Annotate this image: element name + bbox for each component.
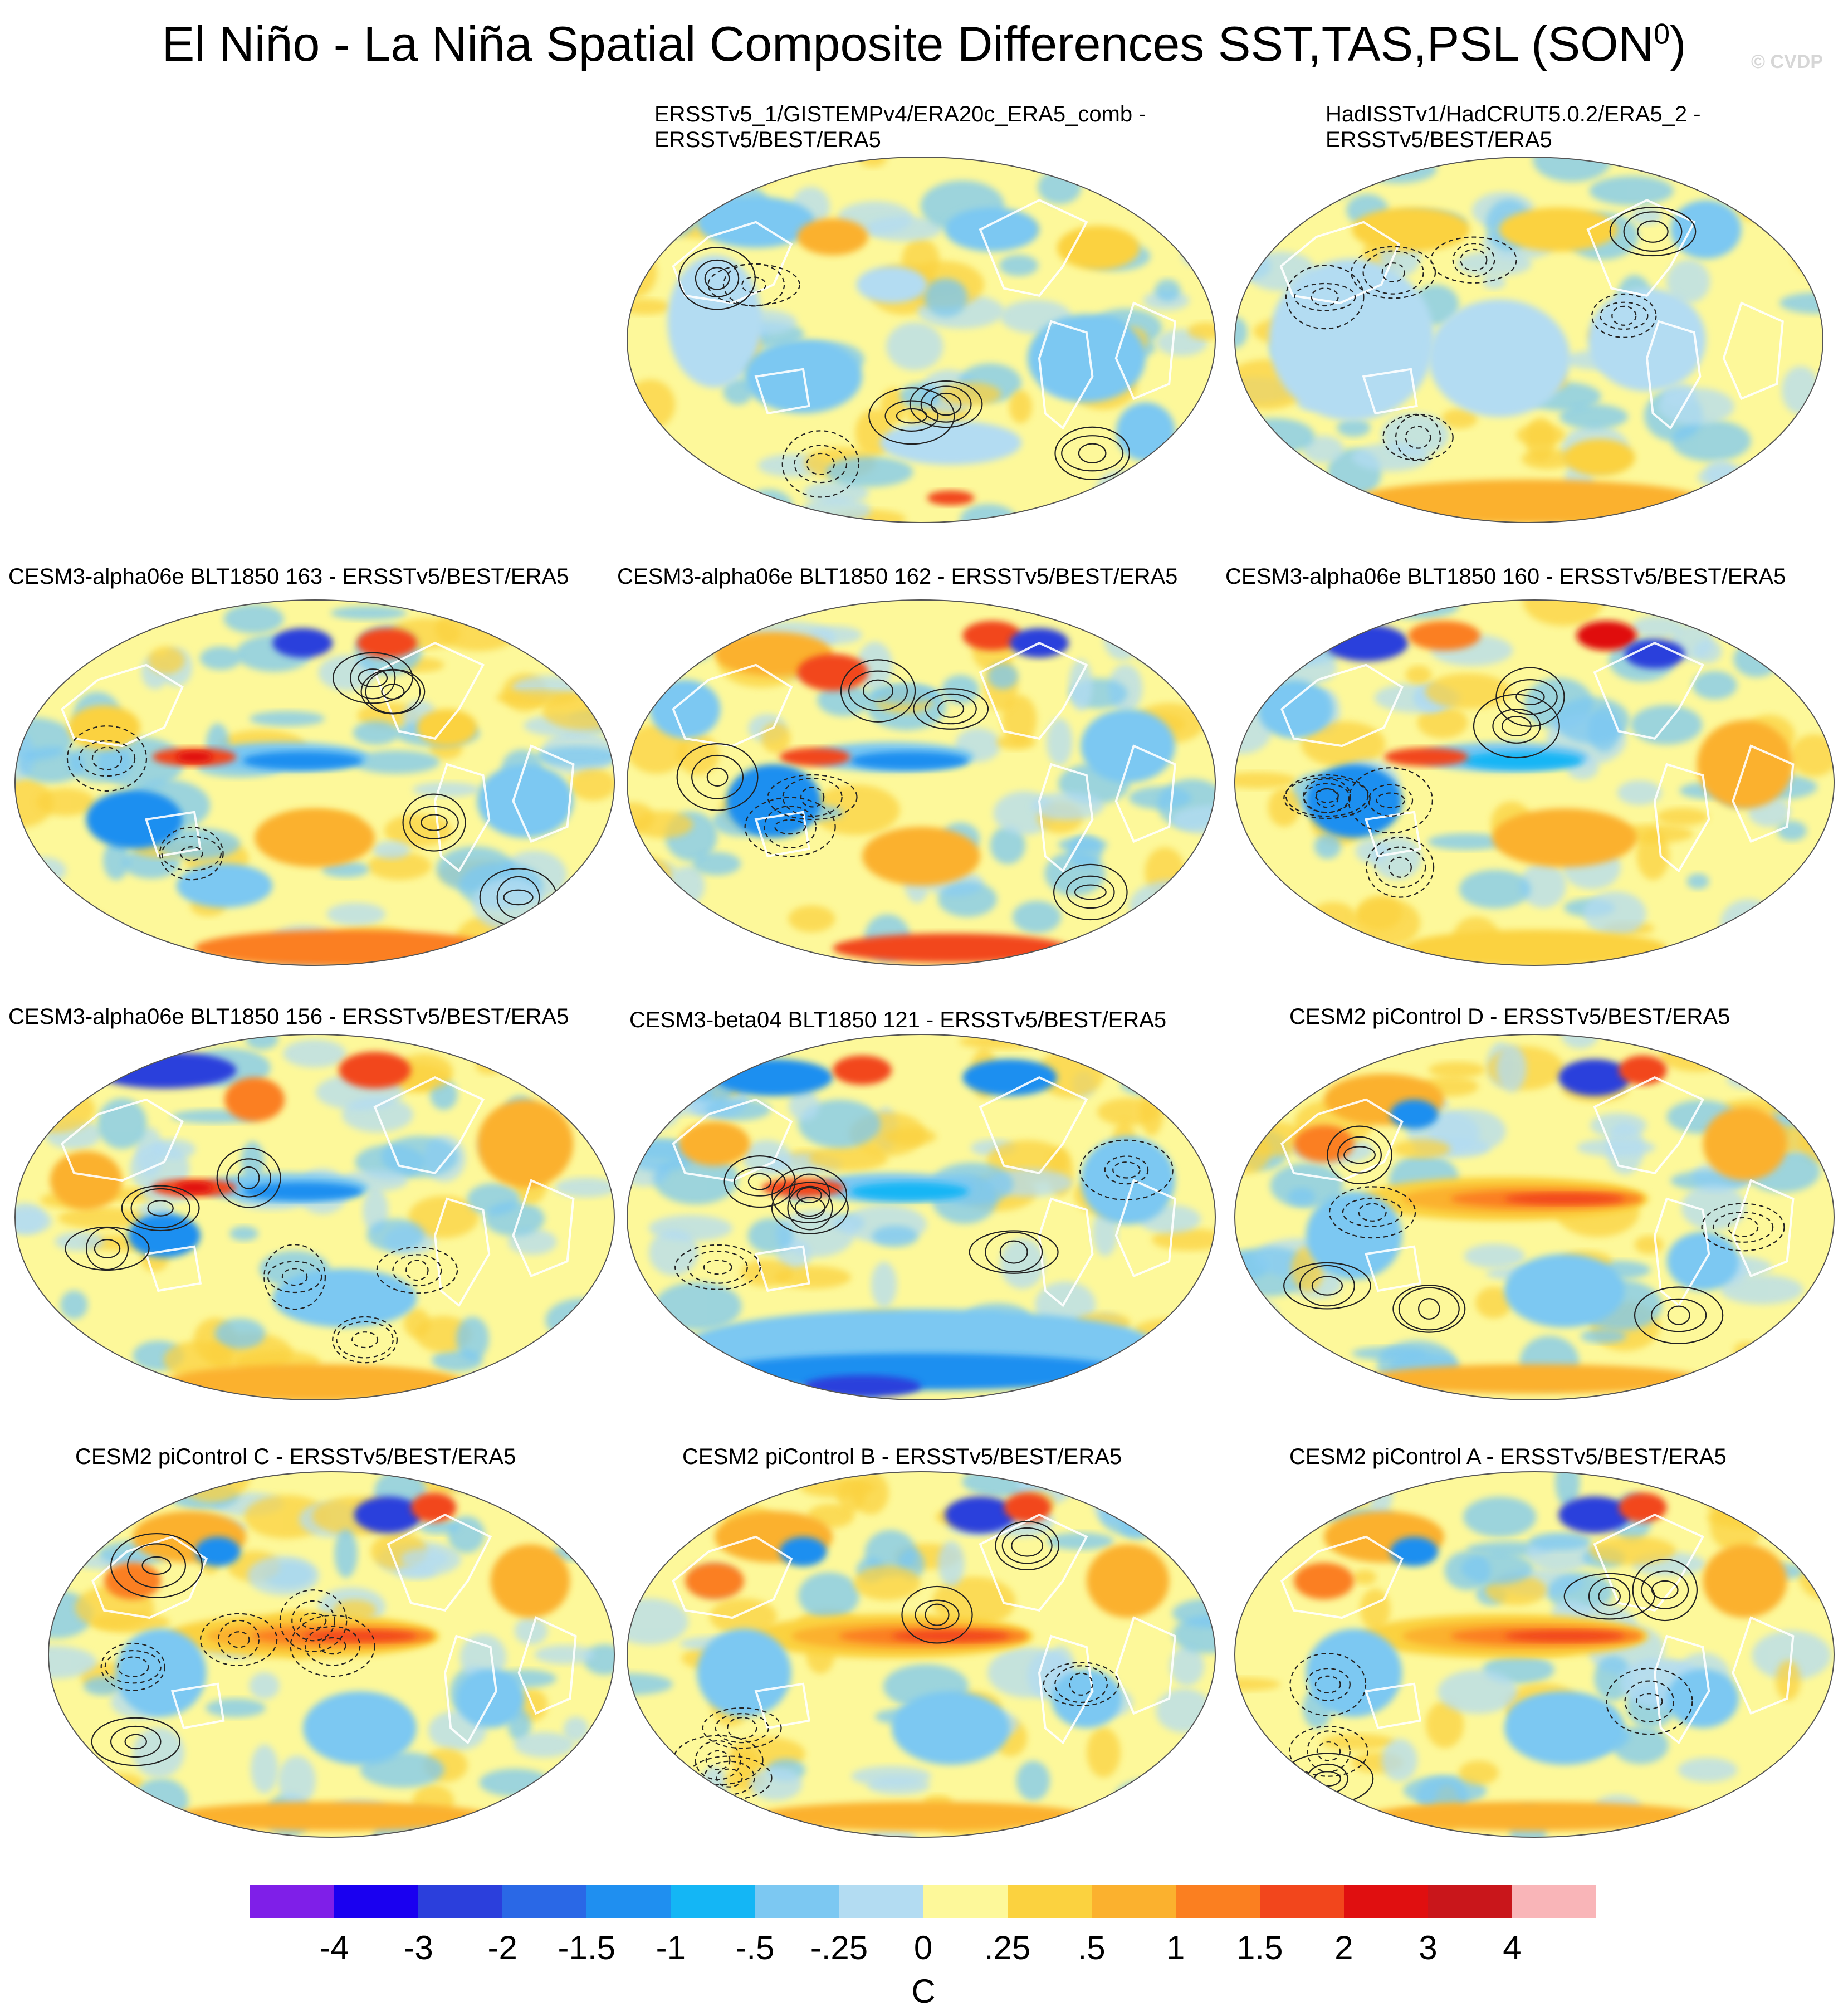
- panel-title: CESM2 piControl A - ERSSTv5/BEST/ERA5: [1289, 1444, 1727, 1470]
- global-map: [1234, 599, 1835, 966]
- panel-title-line-2: ERSSTv5/BEST/ERA5: [1326, 128, 1552, 152]
- colorbar-swatch: [502, 1885, 587, 1918]
- panel-title-line-1: CESM3-alpha06e BLT1850 156 - ERSSTv5/BES…: [8, 1004, 569, 1029]
- colorbar-swatch: [334, 1885, 419, 1918]
- panel-title: CESM2 piControl C - ERSSTv5/BEST/ERA5: [75, 1444, 516, 1470]
- colorbar-swatch: [418, 1885, 503, 1918]
- colorbar-swatch: [1091, 1885, 1176, 1918]
- global-map: [1234, 1471, 1835, 1838]
- panel-title-line-2: ERSSTv5/BEST/ERA5: [654, 128, 881, 152]
- global-map: [14, 599, 615, 966]
- colorbar-tick-label: 0: [913, 1929, 933, 1966]
- panel-title: CESM3-beta04 BLT1850 121 - ERSSTv5/BEST/…: [629, 1007, 1166, 1033]
- colorbar-tick-label: .25: [984, 1929, 1031, 1966]
- colorbar-tick-label: 1.5: [1236, 1929, 1283, 1966]
- colorbar-swatch: [1175, 1885, 1260, 1918]
- panel-title-line-1: CESM3-alpha06e BLT1850 162 - ERSSTv5/BES…: [617, 564, 1178, 589]
- colorbar-tick-label: 3: [1419, 1929, 1438, 1966]
- global-map: [627, 1034, 1216, 1400]
- colorbar-tick-label: -2: [487, 1929, 517, 1966]
- panel-title-line-1: HadISSTv1/HadCRUT5.0.2/ERA5_2 -: [1326, 102, 1701, 126]
- panel-title-line-1: CESM3-alpha06e BLT1850 160 - ERSSTv5/BES…: [1225, 564, 1786, 589]
- colorbar-swatch: [1007, 1885, 1092, 1918]
- colorbar-tick-label: -.25: [810, 1929, 868, 1966]
- panel-title-line-1: CESM3-alpha06e BLT1850 163 - ERSSTv5/BES…: [8, 564, 569, 589]
- panel-title: CESM3-alpha06e BLT1850 162 - ERSSTv5/BES…: [617, 564, 1177, 589]
- panel-title-line-1: CESM3-beta04 BLT1850 121 - ERSSTv5/BEST/…: [629, 1008, 1167, 1032]
- colorbar-swatch: [1427, 1885, 1512, 1918]
- colorbar-swatch: [671, 1885, 755, 1918]
- colorbar-tick-label: -4: [319, 1929, 349, 1966]
- colorbar-tick-label: -1: [656, 1929, 686, 1966]
- panel-title: CESM2 piControl D - ERSSTv5/BEST/ERA5: [1289, 1004, 1730, 1029]
- copyright-notice: © CVDP: [1751, 51, 1823, 72]
- global-map: [1234, 1034, 1835, 1400]
- global-map: [48, 1471, 615, 1838]
- panel-title-line-1: CESM2 piControl D - ERSSTv5/BEST/ERA5: [1289, 1004, 1730, 1029]
- panel-title: CESM3-alpha06e BLT1850 160 - ERSSTv5/BES…: [1225, 564, 1786, 589]
- colorbar-swatch: [755, 1885, 839, 1918]
- colorbar-tick-label: -3: [403, 1929, 433, 1966]
- panel-title: ERSSTv5_1/GISTEMPv4/ERA20c_ERA5_comb - ER…: [654, 101, 1146, 153]
- colorbar-tick-label: 1: [1166, 1929, 1185, 1966]
- colorbar-swatch: [839, 1885, 923, 1918]
- panel-title-line-1: CESM2 piControl B - ERSSTv5/BEST/ERA5: [682, 1444, 1122, 1469]
- panel-title-line-1: CESM2 piControl C - ERSSTv5/BEST/ERA5: [75, 1444, 516, 1469]
- colorbar-swatch: [250, 1885, 335, 1918]
- colorbar-units: C: [911, 1973, 936, 2010]
- colorbar-tick-label: 2: [1334, 1929, 1353, 1966]
- panel-title: CESM2 piControl B - ERSSTv5/BEST/ERA5: [682, 1444, 1122, 1470]
- global-map: [627, 157, 1216, 523]
- colorbar-swatch: [1512, 1885, 1596, 1918]
- panel-title: CESM3-alpha06e BLT1850 156 - ERSSTv5/BES…: [8, 1004, 569, 1029]
- global-map: [14, 1034, 615, 1400]
- panel-title-line-1: CESM2 piControl A - ERSSTv5/BEST/ERA5: [1289, 1444, 1727, 1469]
- panel-title-line-1: ERSSTv5_1/GISTEMPv4/ERA20c_ERA5_comb -: [654, 102, 1146, 126]
- figure-title: El Niño - La Niña Spatial Composite Diff…: [162, 16, 1686, 71]
- colorbar-swatch: [586, 1885, 671, 1918]
- colorbar-swatch: [1259, 1885, 1344, 1918]
- colorbar-swatch: [923, 1885, 1008, 1918]
- colorbar-tick-label: -.5: [735, 1929, 775, 1966]
- panel-title: HadISSTv1/HadCRUT5.0.2/ERA5_2 - ERSSTv5/B…: [1326, 101, 1701, 153]
- panel-title: CESM3-alpha06e BLT1850 163 - ERSSTv5/BES…: [8, 564, 569, 589]
- global-map: [627, 599, 1216, 966]
- global-map: [1234, 157, 1823, 523]
- global-map: [627, 1471, 1216, 1838]
- colorbar-tick-label: .5: [1077, 1929, 1106, 1966]
- colorbar-tick-label: -1.5: [558, 1929, 615, 1966]
- colorbar: [250, 1885, 1596, 1918]
- colorbar-swatch: [1343, 1885, 1428, 1918]
- colorbar-tick-label: 4: [1503, 1929, 1522, 1966]
